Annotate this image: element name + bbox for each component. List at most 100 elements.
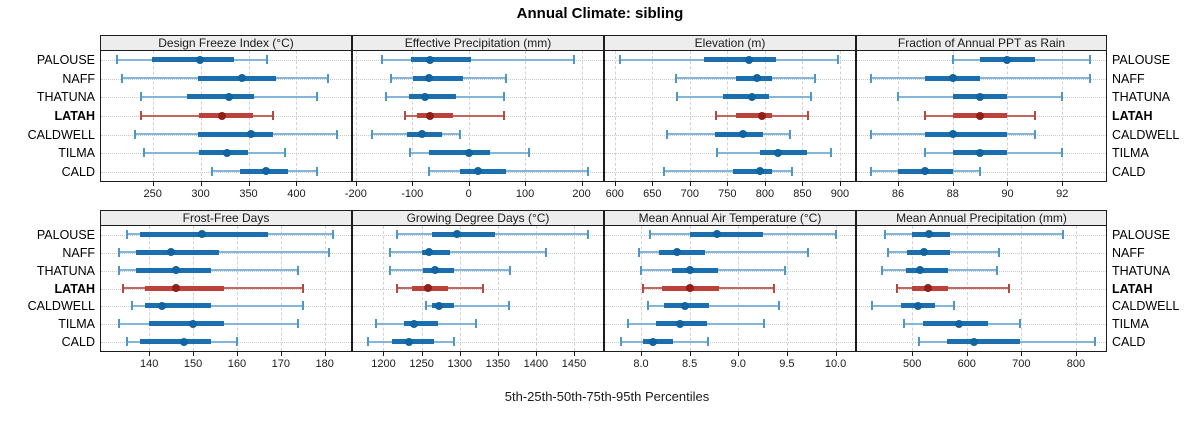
median-dot	[675, 319, 684, 328]
axis-tick-label: 900	[830, 187, 850, 200]
whisker-line	[663, 170, 792, 173]
axis-tick	[459, 351, 461, 356]
axis-tick-label: 1400	[523, 357, 549, 370]
whisker-cap-low	[140, 111, 143, 120]
site-label-right-caldwell: CALDWELL	[1112, 127, 1180, 142]
iqr-band	[659, 249, 706, 255]
axis-tick-label: 160	[227, 357, 247, 370]
whisker-cap-low	[130, 301, 133, 311]
axis-tick	[525, 181, 527, 186]
whisker-line	[639, 251, 809, 254]
median-dot	[473, 167, 482, 176]
median-dot	[916, 266, 925, 275]
whisker-cap-high	[509, 265, 511, 275]
axis-tick	[1021, 351, 1023, 356]
whisker-cap-low	[869, 73, 872, 83]
axis-caption: 5th-25th-50th-75th-95th Percentiles	[504, 389, 710, 404]
site-label-right-tilma: TILMA	[1112, 146, 1149, 161]
iqr-band	[197, 75, 277, 81]
whisker-cap-low	[425, 301, 428, 311]
axis-tick-label: 800	[1066, 357, 1086, 370]
whisker-cap-low	[117, 247, 120, 257]
whisker-cap-low	[117, 319, 120, 329]
whisker-cap-low	[390, 73, 393, 83]
axis-tick	[1007, 181, 1009, 186]
site-label-left-cald: CALD	[61, 164, 95, 179]
median-dot	[237, 74, 246, 83]
gridline-horizontal	[101, 288, 351, 290]
axis-tick-label: 0	[465, 187, 472, 200]
whisker-line	[382, 58, 574, 61]
axis-tick-label: 8.0	[633, 357, 649, 370]
iqr-band	[197, 131, 274, 137]
panel-header-mean-annual-precipitation: Mean Annual Precipitation (mm)	[856, 210, 1107, 226]
panel-mean-annual-air-temperature	[604, 225, 856, 352]
iqr-band	[642, 339, 674, 345]
whisker-cap-high	[829, 148, 832, 158]
panel-elevation	[604, 50, 856, 182]
whisker-cap-low	[884, 229, 887, 239]
site-label-left-palouse: PALOUSE	[36, 53, 95, 68]
median-dot	[167, 248, 176, 257]
gridline-vertical	[574, 225, 576, 351]
axis-tick-label: 140	[140, 357, 159, 370]
whisker-line	[426, 304, 510, 307]
whisker-cap-high	[587, 166, 590, 176]
site-label-left-latah: LATAH	[54, 281, 96, 296]
median-dot	[976, 148, 985, 157]
whisker-line	[389, 251, 546, 254]
whisker-cap-low	[646, 301, 649, 311]
whisker-cap-low	[641, 283, 644, 293]
whisker-cap-high	[1094, 337, 1097, 347]
median-dot	[948, 130, 957, 139]
whisker-cap-high	[235, 337, 238, 347]
axis-tick	[468, 181, 470, 186]
axis-tick	[248, 181, 250, 186]
median-dot	[745, 55, 754, 64]
whisker-line	[429, 170, 589, 173]
site-label-left-latah: LATAH	[54, 109, 96, 123]
axis-tick-label: 8.5	[681, 357, 698, 370]
median-dot	[225, 92, 234, 101]
panel-header-frost-free-days: Frost-Free Days	[100, 210, 352, 226]
median-dot	[197, 230, 206, 239]
whisker-cap-high	[979, 166, 982, 176]
site-label-left-caldwell: CALDWELL	[27, 127, 95, 142]
median-dot	[247, 130, 256, 139]
whisker-cap-low	[870, 301, 873, 311]
whisker-cap-low	[117, 265, 120, 275]
iqr-band	[432, 231, 495, 237]
axis-tick-label: 150	[183, 357, 203, 370]
median-dot	[430, 266, 439, 275]
site-label-right-cald: CALD	[1112, 335, 1146, 350]
whisker-cap-low	[715, 148, 718, 158]
median-dot	[217, 111, 226, 120]
whisker-cap-high	[272, 111, 275, 120]
axis-tick	[574, 351, 576, 356]
axis-tick-label: 90	[1001, 187, 1014, 200]
whisker-line	[885, 233, 1063, 236]
whisker-cap-high	[328, 247, 331, 257]
gridline-vertical	[383, 225, 385, 351]
axis-tick-label: 88	[946, 187, 959, 200]
axis-tick-label: 92	[1056, 187, 1069, 200]
iqr-band	[187, 94, 255, 100]
site-label-left-caldwell: CALDWELL	[27, 299, 95, 314]
panel-header-growing-degree-days: Growing Degree Days (°C)	[352, 210, 604, 226]
whisker-cap-low	[388, 247, 391, 257]
whisker-line	[896, 287, 1009, 289]
gridline-horizontal	[353, 341, 603, 343]
iqr-band	[759, 150, 807, 156]
axis-tick	[581, 181, 583, 186]
whisker-cap-low	[924, 111, 927, 120]
whisker-cap-high	[1061, 92, 1064, 102]
whisker-cap-high	[952, 301, 955, 311]
whisker-cap-high	[807, 247, 810, 257]
iqr-band	[429, 150, 491, 156]
median-dot	[755, 167, 764, 176]
median-dot	[405, 337, 414, 346]
axis-tick-label: -200	[344, 187, 367, 200]
axis-tick	[421, 351, 423, 356]
whisker-cap-high	[997, 247, 1000, 257]
axis-tick-label: 9.5	[779, 357, 795, 370]
